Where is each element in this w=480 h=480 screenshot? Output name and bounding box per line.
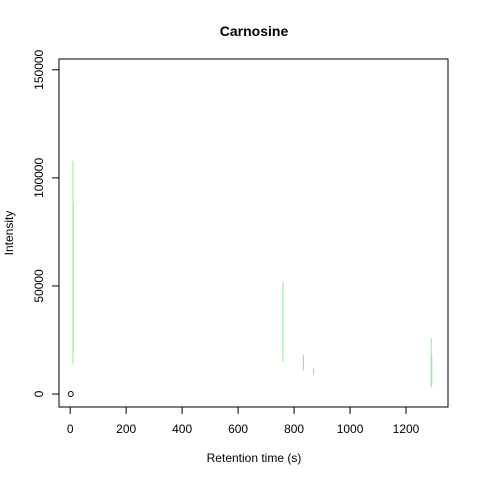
x-tick-label: 200 xyxy=(116,422,136,436)
x-tick-label: 0 xyxy=(67,422,74,436)
x-axis-label: Retention time (s) xyxy=(207,451,302,465)
x-tick-label: 400 xyxy=(172,422,192,436)
x-tick-label: 800 xyxy=(284,422,304,436)
data-point xyxy=(67,391,74,398)
y-axis-label: Intensity xyxy=(2,211,16,256)
y-tick-label: 50000 xyxy=(32,269,46,303)
y-tick-label: 100000 xyxy=(32,158,46,198)
y-tick-label: 0 xyxy=(32,390,46,397)
x-tick-label: 1200 xyxy=(393,422,420,436)
plot-frame xyxy=(58,58,449,408)
x-tick-label: 600 xyxy=(228,422,248,436)
y-tick-label: 150000 xyxy=(32,49,46,89)
chart-title: Carnosine xyxy=(220,23,289,39)
data-marks xyxy=(67,160,433,398)
x-tick-label: 1000 xyxy=(337,422,364,436)
y-axis: 0 50000 100000 150000 xyxy=(32,49,60,397)
x-axis: 0 200 400 600 800 1000 1200 xyxy=(67,406,420,436)
